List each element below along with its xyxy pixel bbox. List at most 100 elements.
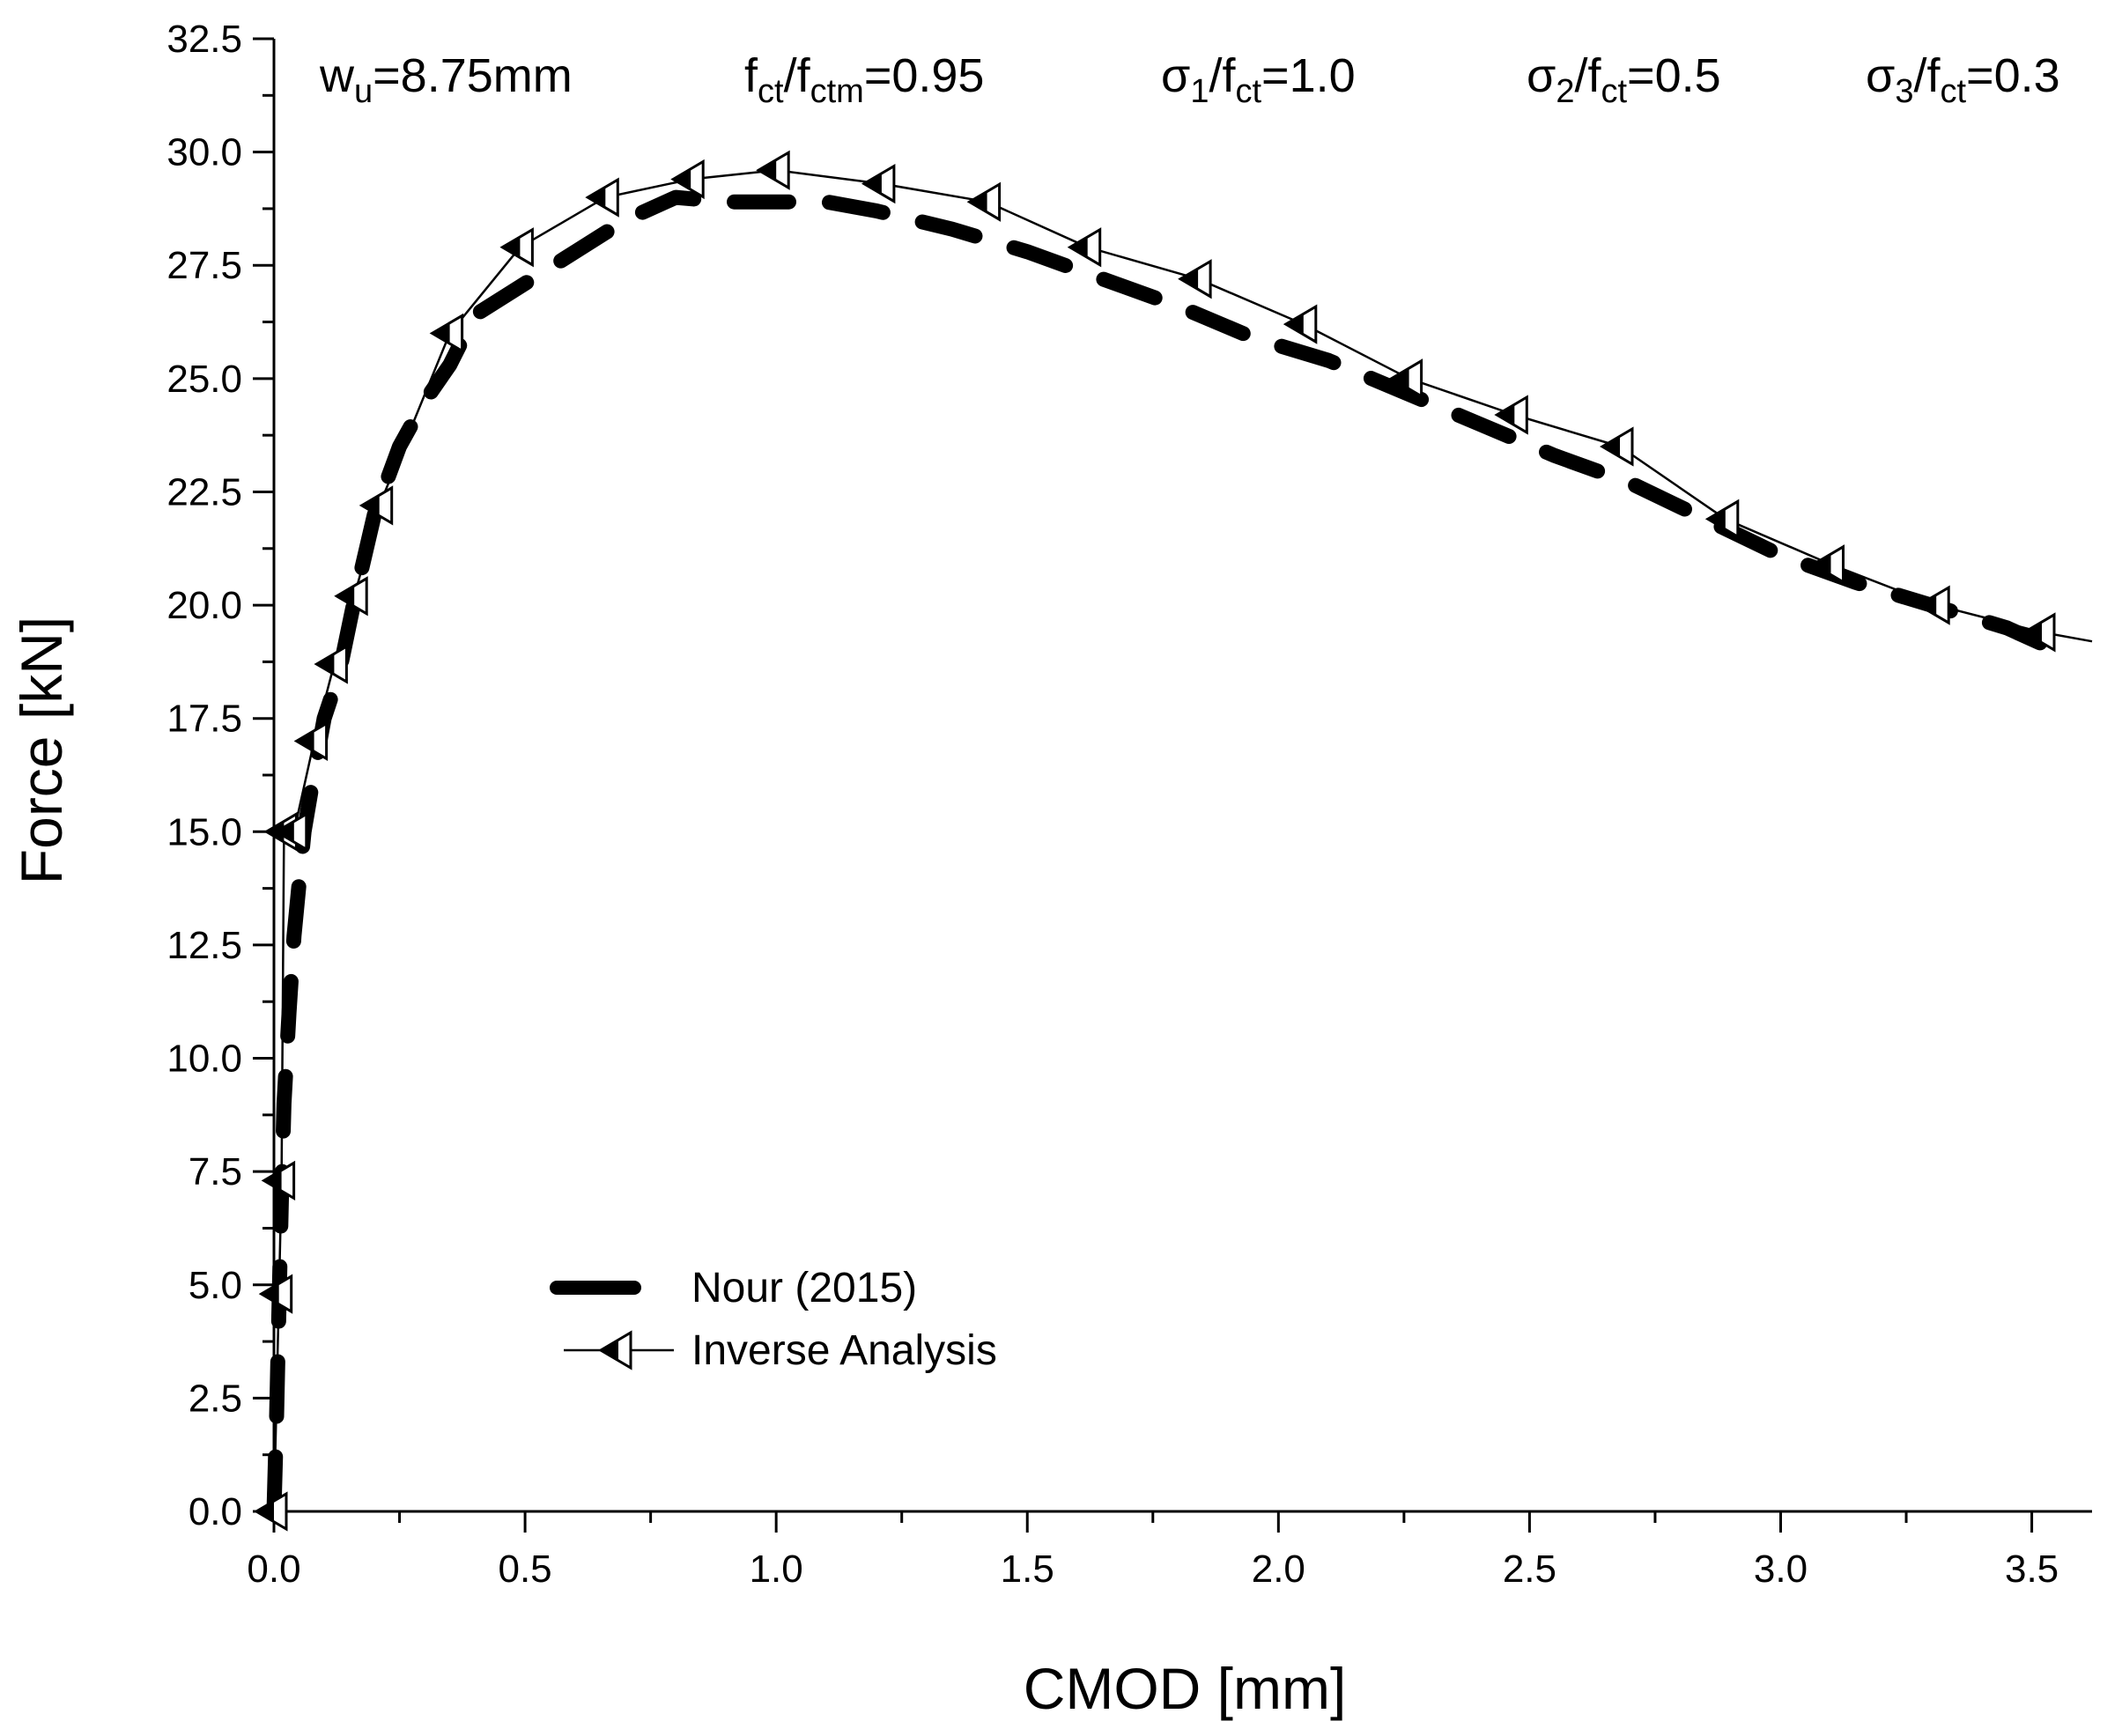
marker-fill	[2024, 622, 2042, 643]
x-tick-label: 2.0	[1252, 1548, 1305, 1591]
annotation-text: =1.0	[1261, 49, 1356, 102]
marker-fill	[863, 173, 882, 195]
inverse-analysis-marker	[1494, 395, 1528, 435]
inverse-analysis-marker	[254, 1491, 288, 1532]
inverse-analysis-marker	[293, 720, 329, 762]
inverse-analysis-marker	[314, 644, 348, 684]
x-tick-label: 1.5	[1001, 1548, 1054, 1591]
inverse-analysis-marker	[1704, 499, 1740, 539]
y-tick-label: 17.5	[166, 698, 242, 741]
annotation-subscript: ct	[1601, 73, 1627, 110]
series-inverse-analysis-line	[272, 168, 2093, 1512]
marker-fill	[1391, 368, 1409, 389]
annotation-subscript: u	[354, 73, 373, 110]
x-tick-label: 2.5	[1503, 1548, 1556, 1591]
inverse-analysis-marker	[1178, 259, 1212, 299]
inverse-analysis-marker	[359, 485, 394, 526]
marker-fill	[1497, 404, 1515, 425]
annotation-subscript: ct	[758, 73, 784, 110]
annotation-text: =0.3	[1966, 49, 2060, 102]
y-tick-label: 30.0	[166, 131, 242, 174]
marker-fill	[969, 191, 987, 212]
annotation-text: =0.95	[864, 49, 985, 102]
y-tick-label: 27.5	[166, 244, 242, 287]
annotation-3: σ1/fct=1.0	[1161, 49, 1356, 110]
annotation-5: σ3/fct=0.3	[1866, 49, 2060, 110]
y-tick-label: 12.5	[166, 924, 242, 967]
marker-fill	[432, 322, 450, 344]
legend-label-nour: Nour (2015)	[691, 1265, 917, 1311]
y-tick-label: 22.5	[166, 470, 242, 513]
legend: Nour (2015) Inverse Analysis	[550, 1265, 997, 1374]
annotation-subscript: 2	[1556, 73, 1574, 110]
annotation-2: fct/fctm=0.95	[744, 49, 984, 110]
inverse-analysis-marker	[1810, 544, 1845, 585]
marker-fill	[1707, 508, 1726, 530]
plot-area	[254, 150, 2093, 1532]
annotation-subscript: 1	[1190, 73, 1209, 110]
x-tick-label: 3.5	[2005, 1548, 2059, 1591]
y-tick-label: 32.5	[166, 18, 242, 61]
annotation-text: /f	[784, 49, 811, 102]
marker-fill	[502, 236, 521, 258]
inverse-analysis-marker	[258, 1274, 293, 1314]
annotation-text: σ	[1866, 49, 1895, 102]
inverse-analysis-marker	[1067, 227, 1102, 268]
inverse-analysis-marker	[861, 163, 896, 204]
marker-fill	[1919, 595, 1937, 616]
y-tick-label: 15.0	[166, 810, 242, 853]
inverse-analysis-marker	[429, 313, 464, 354]
legend-label-inverse: Inverse Analysis	[691, 1327, 997, 1374]
annotation-1: wu=8.75mm	[319, 49, 573, 110]
y-tick-label: 0.0	[189, 1490, 242, 1533]
marker-fill	[316, 654, 335, 675]
axes: 0.0 0.5 1.0 1.5 2.0 2.5 3.0 3.5 0.0 2.5 5.0 7.5 10.0…	[166, 18, 2092, 1591]
marker-fill	[1180, 268, 1199, 290]
y-tick-label: 10.0	[166, 1038, 242, 1081]
annotation-text: /f	[1913, 49, 1941, 102]
inverse-analysis-marker	[334, 576, 368, 617]
annotation-4: σ2/fct=0.5	[1527, 49, 1721, 110]
annotation-text: /f	[1209, 49, 1236, 102]
marker-fill	[263, 1170, 282, 1192]
series-nour-2015-line	[266, 189, 2055, 1519]
marker-fill	[588, 187, 606, 208]
annotation-text: w	[319, 49, 355, 102]
marker-fill	[296, 730, 314, 752]
annotation-subscript: ct	[1940, 73, 1966, 110]
y-tick-label: 5.0	[189, 1264, 242, 1307]
annotation-text: σ	[1161, 49, 1190, 102]
inverse-analysis-marker	[1916, 585, 1950, 625]
inverse-analysis-marker	[1600, 426, 1634, 467]
inverse-analysis-marker	[273, 811, 308, 852]
y-tick-label: 7.5	[189, 1150, 242, 1193]
x-axis-title: CMOD [mm]	[1024, 1656, 1347, 1721]
y-tick-label: 25.0	[166, 358, 242, 401]
marker-fill	[1069, 236, 1088, 258]
y-tick-label: 20.0	[166, 584, 242, 627]
annotation-text: =0.5	[1627, 49, 1721, 102]
x-tick-label: 0.0	[247, 1548, 300, 1591]
inverse-analysis-marker	[966, 181, 1002, 222]
inverse-analysis-marker	[2022, 612, 2056, 653]
inverse-analysis-marker	[1283, 304, 1318, 344]
annotation-subscript: 3	[1895, 73, 1913, 110]
marker-fill	[256, 1501, 274, 1522]
marker-fill	[1813, 554, 1831, 575]
y-axis-title: Force [kN]	[9, 617, 74, 884]
annotation-text: =8.75mm	[373, 49, 573, 102]
legend-swatch-inverse-marker	[598, 1330, 632, 1370]
inverse-analysis-marker	[670, 159, 705, 200]
marker-fill	[1602, 436, 1620, 457]
annotation-text: σ	[1527, 49, 1556, 102]
inverse-analysis-marker	[585, 177, 619, 218]
inverse-analysis-marker	[1388, 358, 1423, 399]
inverse-analysis-marker	[499, 227, 534, 268]
annotation-text: /f	[1574, 49, 1601, 102]
y-tick-label: 2.5	[189, 1377, 242, 1420]
marker-fill	[361, 495, 380, 516]
marker-fill	[261, 1283, 279, 1304]
annotation-subscript: ct	[1235, 73, 1261, 110]
marker-fill	[673, 168, 691, 190]
